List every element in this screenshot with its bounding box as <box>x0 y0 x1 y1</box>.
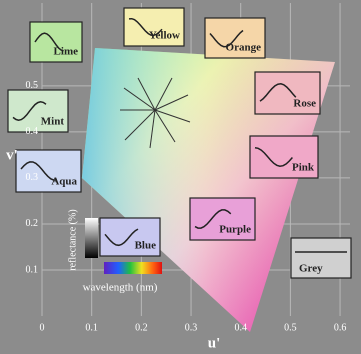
grey-scale <box>85 218 98 258</box>
y-tick-label: 0.3 <box>26 172 39 183</box>
swatch <box>123 7 185 47</box>
swatch-curve <box>34 32 64 52</box>
swatch <box>189 197 256 241</box>
swatch-label: Pink <box>292 162 315 174</box>
swatch-curve <box>128 17 163 37</box>
swatch-curve <box>209 29 244 48</box>
swatch-label: Lime <box>54 46 79 58</box>
x-tick-label: 0 <box>40 322 45 333</box>
swatch <box>15 149 82 193</box>
swatch-label: Yellow <box>149 30 180 42</box>
swatch-curve <box>259 83 297 102</box>
swatch-label: Grey <box>299 263 323 275</box>
x-tick-label: 0.6 <box>334 322 347 333</box>
y-axis-label: v' <box>6 147 18 163</box>
y-tick-label: 0.1 <box>26 264 39 275</box>
y-tick-label: 0.5 <box>26 80 39 91</box>
x-tick-label: 0.2 <box>135 322 148 333</box>
swatch-curve <box>194 209 232 229</box>
inset-y-label: reflectance (%) <box>67 209 78 270</box>
x-tick-label: 0.4 <box>234 322 247 333</box>
x-tick-label: 0.3 <box>185 322 198 333</box>
swatch-label: Aqua <box>51 176 77 188</box>
swatch-curve <box>20 161 57 181</box>
x-axis-label: u' <box>208 335 221 351</box>
y-tick-label: 0.4 <box>26 126 39 137</box>
swatch <box>254 71 321 115</box>
swatch <box>7 89 69 133</box>
swatch-label: Blue <box>135 240 157 252</box>
swatch <box>290 237 352 279</box>
swatch-curve <box>254 147 293 167</box>
swatch <box>249 135 319 179</box>
gamut-shade <box>82 48 335 332</box>
swatch-label: Mint <box>41 116 65 128</box>
swatch-label: Rose <box>293 98 316 110</box>
spectrum-bar <box>104 262 162 274</box>
swatch <box>29 21 83 63</box>
hue-rays <box>120 77 191 149</box>
swatch-label: Orange <box>226 42 262 54</box>
swatch-curve <box>104 228 139 247</box>
y-tick-label: 0.2 <box>26 218 39 229</box>
swatch-label: Purple <box>219 224 251 236</box>
inset-x-label: wavelength (nm) <box>83 282 158 294</box>
swatch-curve <box>12 101 47 121</box>
x-tick-label: 0.1 <box>85 322 98 333</box>
x-tick-label: 0.5 <box>284 322 297 333</box>
